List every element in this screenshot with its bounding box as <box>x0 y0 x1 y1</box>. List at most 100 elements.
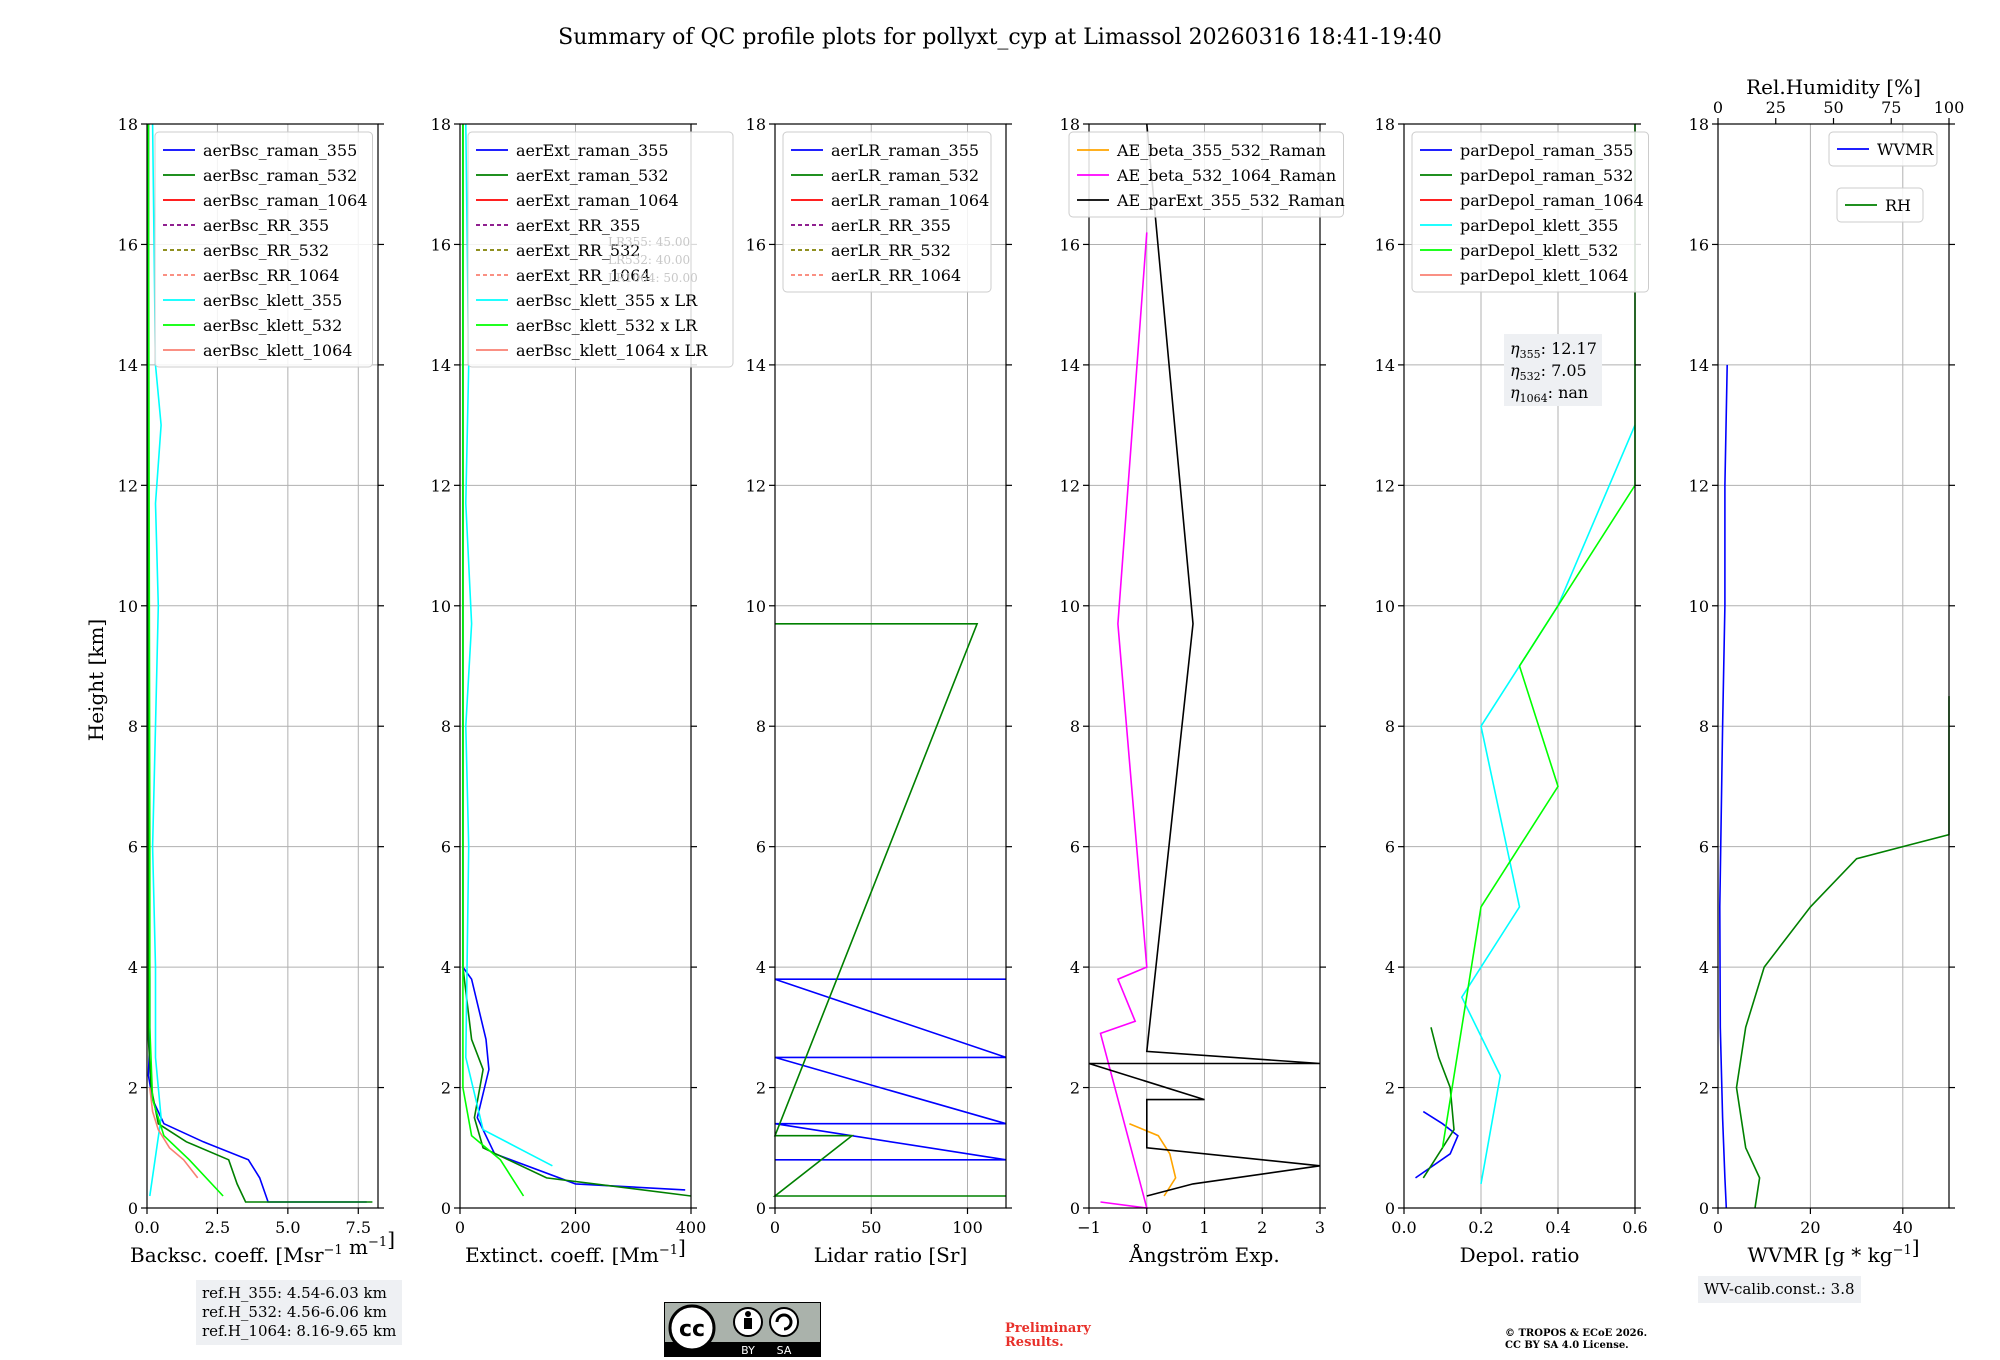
wv-calibration-box: WV-calib.const.: 3.8 <box>1698 1276 1861 1303</box>
top-x-tick-label: 25 <box>1766 98 1786 117</box>
x-axis-label: Ångström Exp. <box>1128 1242 1279 1267</box>
cc-license-badge: cc BY SA <box>664 1302 821 1357</box>
y-tick-label: 6 <box>1070 838 1080 857</box>
legend-label: aerBsc_raman_532 <box>203 166 357 185</box>
y-tick-label: 18 <box>1060 115 1080 134</box>
x-tick-label: 0 <box>455 1218 465 1237</box>
axes-frame <box>1717 123 1950 1209</box>
axes-frame <box>774 123 1007 1209</box>
legend-label: aerBsc_klett_532 <box>203 316 342 335</box>
y-tick-label: 14 <box>746 356 766 375</box>
legend-box <box>467 131 734 368</box>
legend: aerExt_raman_355 aerExt_raman_532 aerExt_r… <box>467 131 734 368</box>
eta-532: η532: 7.05 <box>1510 361 1587 383</box>
legend-label: AE_beta_355_532_Raman <box>1116 141 1326 160</box>
legend-label: aerBsc_RR_532 <box>203 241 329 260</box>
legend-box <box>154 131 373 368</box>
y-tick-label: 10 <box>1375 597 1395 616</box>
legend-label: parDepol_raman_532 <box>1460 166 1633 185</box>
y-tick-label: 18 <box>1689 115 1709 134</box>
share-alike-icon <box>769 1307 799 1337</box>
y-tick-label: 2 <box>1385 1079 1395 1098</box>
legend-label: aerLR_raman_532 <box>831 166 979 185</box>
y-tick-label: 4 <box>1699 958 1709 977</box>
legend-box <box>1411 131 1649 293</box>
y-tick-label: 10 <box>431 597 451 616</box>
x-tick-label: 0.6 <box>1622 1218 1647 1237</box>
copyright-note: © TROPOS & ECoE 2026. CC BY SA 4.0 Licen… <box>1505 1328 1647 1352</box>
y-tick-label: 16 <box>1060 235 1080 254</box>
eta-1064: η1064: nan <box>1510 383 1588 405</box>
x-axis-label: Depol. ratio <box>1460 1243 1580 1267</box>
legend-label: aerLR_raman_1064 <box>831 191 989 210</box>
axes-frame <box>146 123 379 1209</box>
y-tick-label: 0 <box>756 1199 766 1218</box>
y-tick-label: 14 <box>1375 356 1395 375</box>
x-tick-label: 100 <box>952 1218 983 1237</box>
y-tick-label: 16 <box>1689 235 1709 254</box>
preliminary-line-2: Results. <box>1005 1335 1064 1350</box>
y-tick-label: 16 <box>746 235 766 254</box>
y-tick-label: 8 <box>128 717 138 736</box>
y-tick-label: 0 <box>128 1199 138 1218</box>
cc-text: cc <box>679 1317 705 1342</box>
x-tick-label: 400 <box>676 1218 707 1237</box>
y-tick-label: 14 <box>1060 356 1080 375</box>
legend-label: aerExt_raman_1064 <box>516 191 679 210</box>
x-tick-label: 3 <box>1315 1218 1325 1237</box>
legend-label: aerLR_raman_355 <box>831 141 979 160</box>
x-tick-label: 40 <box>1893 1218 1913 1237</box>
x-tick-label: 200 <box>560 1218 591 1237</box>
y-tick-label: 6 <box>1385 838 1395 857</box>
series-parDepol_raman_355 <box>1415 1110 1459 1179</box>
legend-label: aerBsc_klett_1064 <box>203 341 352 360</box>
series-parDepol_raman_532 <box>1422 1027 1455 1179</box>
legend: aerBsc_raman_355 aerBsc_raman_532 aerBsc_r… <box>154 131 373 368</box>
series-aerBsc_raman_532 <box>147 124 373 1203</box>
x-tick-label: 5.0 <box>275 1218 300 1237</box>
legend-label: aerBsc_klett_355 x LR <box>516 291 698 310</box>
x-tick-label: 0 <box>1142 1218 1152 1237</box>
y-tick-label: 14 <box>431 356 451 375</box>
preliminary-line-1: Preliminary <box>1005 1321 1091 1336</box>
x-tick-label: 50 <box>861 1218 881 1237</box>
top-x-tick-label: 0 <box>1713 98 1723 117</box>
y-tick-label: 8 <box>1385 717 1395 736</box>
series-aerBsc_klett_532 <box>147 123 224 1197</box>
series-AE_parExt_355_532_Raman <box>1088 123 1321 1197</box>
y-tick-label: 18 <box>431 115 451 134</box>
series-aerBsc_klett_355 <box>149 123 162 1197</box>
series-aerBsc_klett_1064 <box>149 1087 199 1179</box>
y-tick-label: 0 <box>441 1199 451 1218</box>
lr-note: LR355: 45.00 <box>608 235 690 249</box>
legend-label: WVMR <box>1877 140 1934 159</box>
preliminary-note: Preliminary Results. <box>1005 1322 1091 1350</box>
series-AE_beta_532_1064_Raman <box>1099 232 1148 1209</box>
y-tick-label: 2 <box>441 1079 451 1098</box>
legend-label: aerExt_RR_355 <box>516 216 640 235</box>
y-tick-label: 6 <box>756 838 766 857</box>
legend-label: aerBsc_klett_355 <box>203 291 342 310</box>
y-tick-label: 12 <box>118 476 138 495</box>
legend-label: aerExt_raman_355 <box>516 141 669 160</box>
y-tick-label: 0 <box>1699 1199 1709 1218</box>
cc-circle-icon <box>668 1304 716 1352</box>
y-tick-label: 2 <box>756 1079 766 1098</box>
wv-calibration-constant: WV-calib.const.: 3.8 <box>1704 1280 1855 1298</box>
y-tick-label: 2 <box>1699 1079 1709 1098</box>
y-tick-label: 18 <box>118 115 138 134</box>
y-tick-label: 12 <box>431 476 451 495</box>
legend-label: aerLR_RR_1064 <box>831 266 961 285</box>
y-tick-label: 10 <box>1060 597 1080 616</box>
y-tick-label: 16 <box>1375 235 1395 254</box>
y-tick-label: 8 <box>756 717 766 736</box>
x-tick-label: 0.0 <box>1391 1218 1416 1237</box>
copyright-line-1: © TROPOS & ECoE 2026. <box>1505 1328 1648 1339</box>
y-tick-label: 8 <box>441 717 451 736</box>
legend-label: aerLR_RR_532 <box>831 241 951 260</box>
y-tick-label: 16 <box>118 235 138 254</box>
x-tick-label: 7.5 <box>346 1218 371 1237</box>
